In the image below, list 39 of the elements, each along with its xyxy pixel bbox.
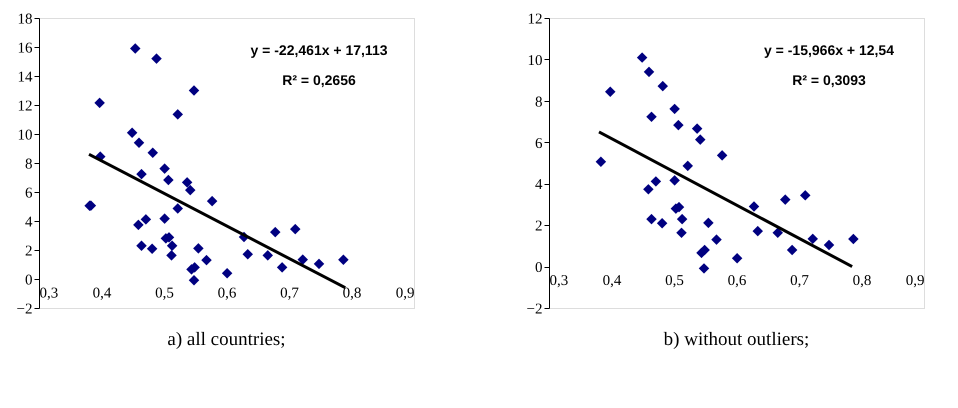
x-tick-label: 0,5 xyxy=(155,286,174,302)
y-tick-label: 10 xyxy=(18,128,32,144)
annotation: y = -22,461x + 17,113 xyxy=(250,42,388,58)
y-tick-label: 16 xyxy=(18,40,33,56)
y-tick-label: 18 xyxy=(18,12,32,28)
y-tick-label: 2 xyxy=(25,244,32,260)
x-tick-label: 0,3 xyxy=(550,273,568,290)
x-tick-label: 0,4 xyxy=(92,286,112,302)
y-tick-label: 10 xyxy=(528,52,542,69)
text: b) without outliers; xyxy=(664,329,810,350)
annotation: R² = 0,3093 xyxy=(792,72,866,88)
y-tick-label: 8 xyxy=(25,156,32,172)
annotation: y = -15,966x + 12,54 xyxy=(764,42,894,58)
y-tick-label: 6 xyxy=(535,136,543,152)
y-tick-label: −2 xyxy=(526,302,542,318)
y-tick-label: 2 xyxy=(535,218,542,235)
x-tick-label: 0,5 xyxy=(665,273,684,290)
x-tick-label: 0,9 xyxy=(906,273,924,290)
y-tick-label: 4 xyxy=(25,214,33,230)
x-tick-label: 0,6 xyxy=(728,273,747,290)
x-tick-label: 0,8 xyxy=(342,286,362,302)
y-tick-label: 6 xyxy=(25,186,33,202)
y-tick-label: 14 xyxy=(18,70,33,86)
x-tick-label: 0,6 xyxy=(218,286,237,302)
x-tick-label: 0,9 xyxy=(396,286,414,302)
y-tick-label: 8 xyxy=(535,94,542,110)
x-tick-label: 0,7 xyxy=(790,273,810,290)
x-tick-label: 0,7 xyxy=(280,286,300,302)
x-tick-label: 0,3 xyxy=(40,286,58,302)
annotation: R² = 0,2656 xyxy=(282,72,356,88)
y-tick-label: 12 xyxy=(18,98,32,114)
text: a) all countries; xyxy=(167,329,286,350)
x-tick-label: 0,4 xyxy=(602,273,622,290)
y-tick-label: 0 xyxy=(535,260,542,276)
x-tick-label: 0,8 xyxy=(852,273,872,290)
y-tick-label: 0 xyxy=(25,272,32,288)
y-tick-label: −2 xyxy=(16,302,32,318)
y-tick-label: 4 xyxy=(535,177,543,194)
y-tick-label: 12 xyxy=(528,12,542,28)
